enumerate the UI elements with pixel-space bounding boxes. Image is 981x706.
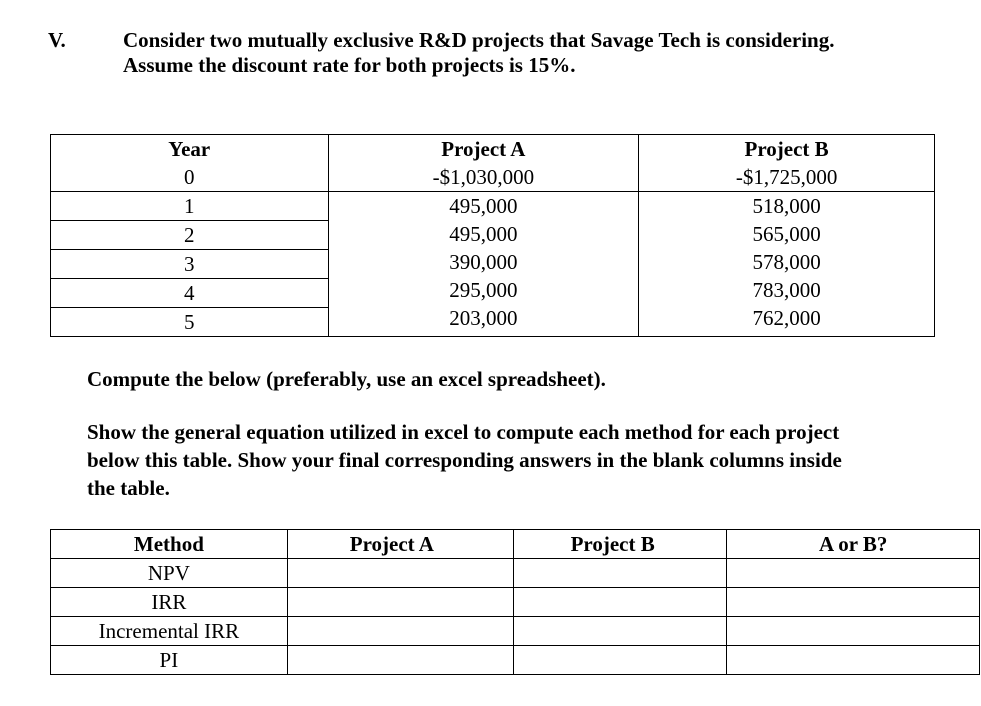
- project-b-value: 518,000: [752, 194, 821, 218]
- answer-table: Method Project A Project B A or B? NPV I…: [50, 529, 980, 675]
- project-a-value: 203,000: [449, 306, 518, 330]
- choice-answer-cell[interactable]: [726, 587, 980, 617]
- show-instruction-line-3: the table.: [87, 476, 170, 500]
- project-b-answer-cell[interactable]: [512, 645, 728, 675]
- project-b-header: Project B: [744, 137, 829, 161]
- show-instruction: Show the general equation utilized in ex…: [87, 418, 967, 502]
- show-instruction-line-1: Show the general equation utilized in ex…: [87, 420, 840, 444]
- cashflow-table-row: 1 495,000 495,000 390,000 295,000 203,00…: [50, 191, 935, 337]
- project-b-value: 762,000: [752, 306, 821, 330]
- project-a-answer-cell[interactable]: [286, 587, 514, 617]
- project-a-column-cell: Project A -$1,030,000: [327, 134, 640, 192]
- cashflow-table-row: Year 0 Project A -$1,030,000 Project B -…: [50, 134, 935, 192]
- answer-table-row: IRR: [50, 587, 980, 617]
- cashflow-table-row: 5: [50, 307, 935, 337]
- choice-answer-cell[interactable]: [726, 645, 980, 675]
- project-b-column-cell: Project B -$1,725,000: [638, 134, 935, 192]
- compute-instruction-text: Compute the below (preferably, use an ex…: [87, 367, 606, 391]
- method-label: PI: [50, 645, 288, 675]
- project-a-value: 495,000: [449, 222, 518, 246]
- project-a-value: -$1,030,000: [432, 165, 535, 189]
- project-b-values-cell: 518,000 565,000 578,000 783,000 762,000: [638, 191, 935, 337]
- year-value: 1: [50, 191, 329, 221]
- year-value: 0: [184, 165, 195, 189]
- project-b-value: -$1,725,000: [735, 165, 838, 189]
- year-value: 3: [50, 249, 329, 279]
- project-a-value: 495,000: [449, 194, 518, 218]
- project-b-value: 565,000: [752, 222, 821, 246]
- choice-answer-cell[interactable]: [726, 616, 980, 646]
- compute-instruction: Compute the below (preferably, use an ex…: [87, 365, 967, 393]
- show-instruction-line-2: below this table. Show your final corres…: [87, 448, 842, 472]
- intro-line-1: Consider two mutually exclusive R&D proj…: [123, 28, 835, 52]
- project-b-answer-cell[interactable]: [512, 616, 728, 646]
- project-a-answer-header: Project A: [286, 529, 514, 559]
- year-header: Year: [168, 137, 211, 161]
- intro-line-2: Assume the discount rate for both projec…: [123, 53, 576, 77]
- year-column-cell: Year 0: [50, 134, 329, 192]
- project-b-answer-cell[interactable]: [512, 558, 728, 588]
- method-label: Incremental IRR: [50, 616, 288, 646]
- year-value: 4: [50, 278, 329, 308]
- answer-table-header-row: Method Project A Project B A or B?: [50, 529, 980, 559]
- choice-header: A or B?: [726, 529, 980, 559]
- question-number: V.: [48, 28, 66, 52]
- method-label: NPV: [50, 558, 288, 588]
- cashflow-table: Year 0 Project A -$1,030,000 Project B -…: [50, 134, 935, 337]
- answer-table-row: Incremental IRR: [50, 616, 980, 646]
- method-header: Method: [50, 529, 288, 559]
- project-b-value: 783,000: [752, 278, 821, 302]
- project-a-answer-cell[interactable]: [286, 645, 514, 675]
- method-label: IRR: [50, 587, 288, 617]
- project-b-value: 578,000: [752, 250, 821, 274]
- year-value: 5: [50, 307, 329, 337]
- choice-answer-cell[interactable]: [726, 558, 980, 588]
- project-a-header: Project A: [441, 137, 526, 161]
- question-intro: Consider two mutually exclusive R&D proj…: [123, 28, 963, 78]
- year-value: 2: [50, 220, 329, 250]
- answer-table-row: NPV: [50, 558, 980, 588]
- project-b-answer-cell[interactable]: [512, 587, 728, 617]
- answer-table-row: PI: [50, 645, 980, 675]
- project-a-answer-cell[interactable]: [286, 616, 514, 646]
- project-a-answer-cell[interactable]: [286, 558, 514, 588]
- project-a-value: 390,000: [449, 250, 518, 274]
- project-a-values-cell: 495,000 495,000 390,000 295,000 203,000: [327, 191, 640, 337]
- project-a-value: 295,000: [449, 278, 518, 302]
- project-b-answer-header: Project B: [512, 529, 728, 559]
